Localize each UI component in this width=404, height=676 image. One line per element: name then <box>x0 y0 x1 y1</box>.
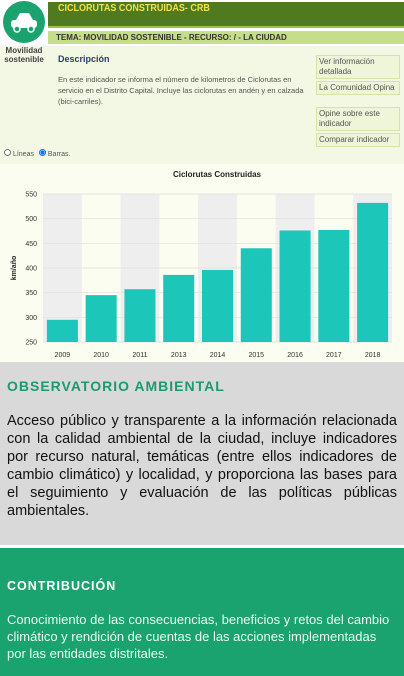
link[interactable]: Opine sobre este indicador <box>316 107 400 131</box>
page-title: CICLORUTAS CONSTRUIDAS- CRB <box>58 3 210 14</box>
sidebar-label[interactable]: Movilidad sostenible <box>4 46 44 64</box>
link[interactable]: La Comunidad Opina <box>316 81 400 95</box>
x-tick-label: 2014 <box>210 352 226 359</box>
link[interactable]: Ver información detallada <box>316 55 400 79</box>
x-tick-label: 2009 <box>55 352 71 359</box>
y-tick-label: 500 <box>25 216 37 223</box>
chart-title: Ciclorutas Construidas <box>173 170 262 179</box>
y-tick-label: 300 <box>25 315 37 322</box>
x-tick-label: 2013 <box>171 352 187 359</box>
x-tick-label: 2010 <box>93 352 109 359</box>
bar <box>124 289 156 342</box>
y-tick-label: 550 <box>25 192 37 199</box>
bar <box>279 230 311 342</box>
description-text: En este indicador se informa el número d… <box>58 75 304 106</box>
bar <box>240 248 272 342</box>
section-heading: CONTRIBUCIÓN <box>7 579 117 593</box>
y-tick-label: 400 <box>25 266 37 273</box>
section-text: Acceso público y transparente a la infor… <box>7 413 397 519</box>
x-tick-label: 2011 <box>132 352 147 359</box>
option-label[interactable]: Barras. <box>47 151 71 158</box>
section-text: Conocimiento de las consecuencias, benef… <box>7 612 390 661</box>
y-tick-label: 350 <box>25 290 37 297</box>
x-tick-label: 2017 <box>326 352 342 359</box>
y-tick-label: 250 <box>25 340 37 347</box>
view-options: Líneas Barras. <box>4 149 70 158</box>
option-label[interactable]: Líneas <box>12 151 34 158</box>
bar <box>46 319 78 342</box>
link[interactable]: Comparar indicador <box>316 133 400 147</box>
bar <box>318 230 350 342</box>
bar <box>201 269 234 342</box>
bar <box>357 202 389 342</box>
x-tick-label: 2016 <box>287 352 303 359</box>
side-panel <box>0 46 48 164</box>
radio[interactable] <box>4 149 11 156</box>
description-heading: Descripción <box>58 54 110 64</box>
y-tick-label: 450 <box>25 241 37 248</box>
y-axis-label: km/año <box>11 256 18 281</box>
chart: Ciclorutas Construidas km/año 250 300 350 4… <box>0 164 404 362</box>
section-heading: OBSERVATORIO AMBIENTAL <box>7 378 225 394</box>
title-bar <box>48 2 404 28</box>
theme: TEMA: MOVILIDAD SOSTENIBLE - RECURSO: / … <box>56 33 287 42</box>
logo <box>3 1 45 43</box>
contribucion-section <box>0 548 404 676</box>
bar <box>163 274 195 342</box>
radio[interactable] <box>38 149 46 156</box>
observatorio-section <box>0 362 404 545</box>
bar <box>85 295 117 342</box>
theme-bar <box>48 31 404 44</box>
x-tick-label: 2015 <box>248 352 264 359</box>
x-tick-label: 2018 <box>365 352 381 359</box>
